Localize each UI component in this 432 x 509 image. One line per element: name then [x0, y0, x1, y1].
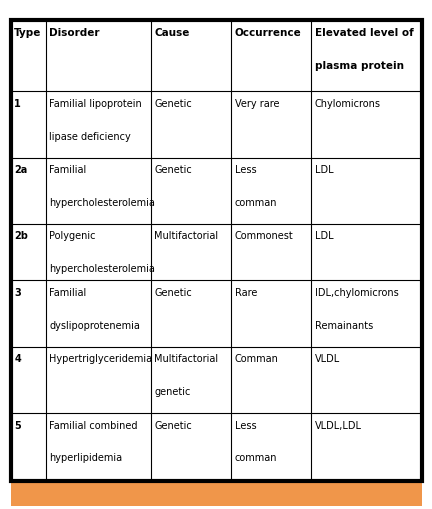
Text: Familial

dyslipoprotenemia: Familial dyslipoprotenemia	[49, 288, 140, 331]
Text: Elevated level of

plasma protein: Elevated level of plasma protein	[315, 28, 413, 71]
Text: VLDL,LDL: VLDL,LDL	[315, 420, 362, 431]
Text: Rare: Rare	[235, 288, 257, 298]
Text: LDL: LDL	[315, 232, 334, 241]
Text: 3: 3	[14, 288, 21, 298]
Text: Polygenic

hypercholesterolemia: Polygenic hypercholesterolemia	[49, 232, 155, 274]
Text: Genetic: Genetic	[154, 165, 192, 175]
Text: Commonest: Commonest	[235, 232, 293, 241]
Text: Very rare: Very rare	[235, 99, 279, 109]
Text: Type: Type	[14, 28, 41, 38]
Text: Multifactorial: Multifactorial	[154, 232, 218, 241]
Bar	[11, 481, 422, 506]
Text: LDL: LDL	[315, 165, 334, 175]
Text: Disorder: Disorder	[49, 28, 100, 38]
Text: Multifactorial

genetic: Multifactorial genetic	[154, 354, 218, 397]
Text: 1: 1	[14, 99, 21, 109]
Text: 4: 4	[14, 354, 21, 364]
Text: Familial

hypercholesterolemia: Familial hypercholesterolemia	[49, 165, 155, 208]
Text: Occurrence: Occurrence	[235, 28, 301, 38]
Text: IDL,chylomicrons

Remainants: IDL,chylomicrons Remainants	[315, 288, 399, 331]
Text: Familial combined

hyperlipidemia: Familial combined hyperlipidemia	[49, 420, 138, 463]
Text: 2a: 2a	[14, 165, 28, 175]
Text: Genetic: Genetic	[154, 99, 192, 109]
Text: 2b: 2b	[14, 232, 28, 241]
Text: Cause: Cause	[154, 28, 190, 38]
Text: 5: 5	[14, 420, 21, 431]
Text: Genetic: Genetic	[154, 420, 192, 431]
Text: Less

comman: Less comman	[235, 420, 277, 463]
Text: VLDL: VLDL	[315, 354, 340, 364]
Text: Familial lipoprotein

lipase deficiency: Familial lipoprotein lipase deficiency	[49, 99, 142, 142]
Text: Comman: Comman	[235, 354, 278, 364]
Text: Less

comman: Less comman	[235, 165, 277, 208]
Text: Chylomicrons: Chylomicrons	[315, 99, 381, 109]
Text: Genetic: Genetic	[154, 288, 192, 298]
Text: Hypertriglyceridemia: Hypertriglyceridemia	[49, 354, 152, 364]
